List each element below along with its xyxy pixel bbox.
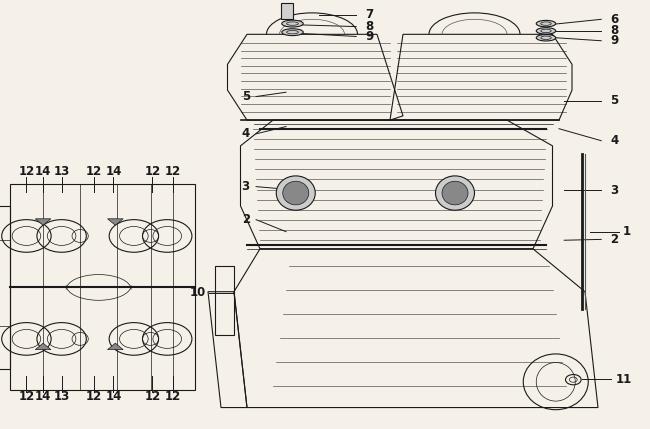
- Text: 5: 5: [610, 94, 618, 107]
- Ellipse shape: [536, 35, 556, 41]
- Text: 4: 4: [610, 134, 618, 147]
- Text: 12: 12: [86, 165, 102, 178]
- Bar: [10, 184, 195, 390]
- Ellipse shape: [281, 20, 303, 27]
- Text: 3: 3: [242, 180, 250, 193]
- Text: 12: 12: [144, 165, 161, 178]
- Bar: [281, 3, 292, 19]
- Ellipse shape: [283, 181, 309, 205]
- Text: 12: 12: [164, 390, 181, 403]
- Text: 3: 3: [610, 184, 618, 197]
- Text: 13: 13: [53, 165, 70, 178]
- Bar: [0, 206, 10, 369]
- Ellipse shape: [536, 27, 556, 34]
- Text: 12: 12: [144, 390, 161, 403]
- Text: 9: 9: [610, 34, 618, 47]
- Text: 14: 14: [35, 165, 51, 178]
- Ellipse shape: [281, 29, 303, 36]
- Text: 5: 5: [242, 90, 250, 103]
- Text: 12: 12: [18, 165, 34, 178]
- Text: 2: 2: [610, 233, 618, 246]
- Text: 4: 4: [242, 127, 250, 140]
- Text: 12: 12: [164, 165, 181, 178]
- Text: 14: 14: [35, 390, 51, 403]
- Text: 13: 13: [53, 390, 70, 403]
- Polygon shape: [35, 343, 51, 350]
- Polygon shape: [35, 219, 51, 225]
- Text: 10: 10: [190, 286, 207, 299]
- Text: 8: 8: [610, 24, 618, 37]
- Text: 12: 12: [18, 390, 34, 403]
- Ellipse shape: [442, 181, 468, 205]
- Text: 14: 14: [105, 165, 122, 178]
- Text: 9: 9: [365, 30, 373, 43]
- Text: 1: 1: [623, 225, 631, 238]
- Text: 6: 6: [610, 13, 618, 26]
- Ellipse shape: [436, 176, 474, 210]
- Polygon shape: [107, 219, 123, 225]
- Text: 2: 2: [242, 213, 250, 226]
- Text: 14: 14: [105, 390, 122, 403]
- Ellipse shape: [276, 176, 315, 210]
- Text: 8: 8: [365, 20, 373, 33]
- Ellipse shape: [536, 21, 556, 27]
- Text: 11: 11: [615, 373, 632, 386]
- Text: 7: 7: [365, 8, 373, 21]
- Text: 12: 12: [86, 390, 102, 403]
- Polygon shape: [107, 343, 123, 350]
